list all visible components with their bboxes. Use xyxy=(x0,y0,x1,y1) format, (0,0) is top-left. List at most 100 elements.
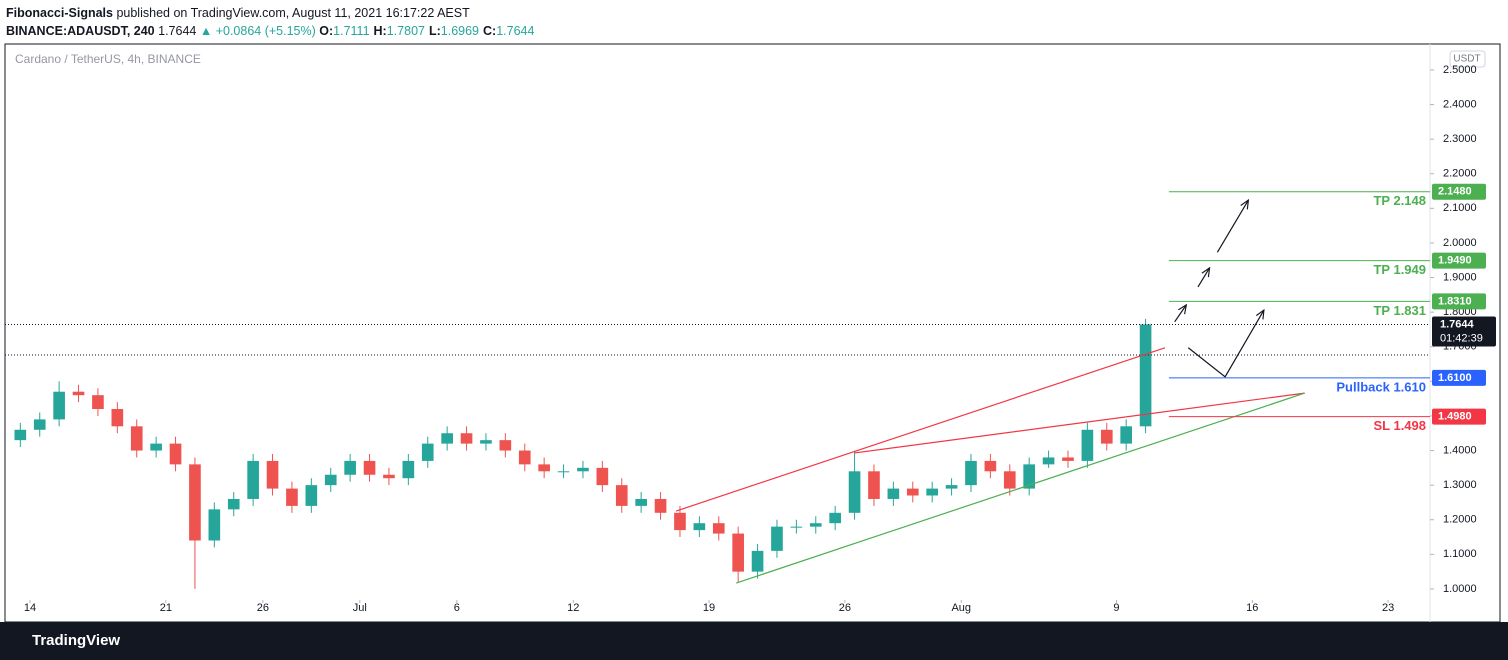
x-tick-label: Jul xyxy=(353,602,367,614)
y-tick-label: 1.4000 xyxy=(1443,444,1477,456)
candle-body xyxy=(790,526,803,528)
countdown: 01:42:39 xyxy=(1440,332,1483,344)
candle-body xyxy=(654,498,667,513)
drawing xyxy=(1187,310,1264,378)
level-tag xyxy=(1432,293,1486,310)
header: Fibonacci-Signals published on TradingVi… xyxy=(6,4,538,40)
x-tick-label: 14 xyxy=(24,602,36,614)
candle-body xyxy=(1062,457,1074,461)
ohlc-value: 1.7807 xyxy=(386,24,425,38)
candle-body xyxy=(1139,324,1152,427)
candle-body xyxy=(538,464,550,472)
candle-body xyxy=(1100,429,1113,444)
candle-body xyxy=(732,533,744,572)
x-tick-label: 12 xyxy=(567,602,579,614)
candle-body xyxy=(887,488,900,499)
level-tag-label: 1.6100 xyxy=(1438,372,1472,384)
candle-body xyxy=(615,485,628,506)
ohlc-value: 1.7111 xyxy=(333,24,370,38)
ohlc-key: O: xyxy=(319,24,334,38)
candle-body xyxy=(1023,464,1035,489)
candle-body xyxy=(965,460,977,486)
level-label: TP 2.148 xyxy=(1373,193,1426,208)
candle-body xyxy=(926,488,938,496)
candle-body xyxy=(499,440,512,451)
candle-body xyxy=(557,471,570,473)
ohlc-value: 1.7644 xyxy=(496,24,535,38)
candle-body xyxy=(1003,471,1016,489)
candle-body xyxy=(421,443,434,461)
candle-body xyxy=(441,433,453,444)
candle-body xyxy=(596,467,609,486)
candle-body xyxy=(829,512,841,524)
ohlc: O:1.7111 H:1.7807 L:1.6969 C:1.7644 xyxy=(319,24,538,38)
candle-body xyxy=(674,512,686,531)
candle-body xyxy=(868,471,880,499)
candle-body xyxy=(402,460,415,479)
chart-frame xyxy=(4,43,1501,622)
level-tag xyxy=(1432,369,1486,386)
candle-body xyxy=(53,391,65,420)
last-price: 1.7644 xyxy=(1440,318,1475,330)
published: published on TradingView.com, August 11,… xyxy=(116,6,470,20)
level-tag-label: 1.8310 xyxy=(1438,295,1472,307)
drawing xyxy=(854,392,1305,454)
ohlc-key: C: xyxy=(483,24,497,38)
level-label: Pullback 1.610 xyxy=(1336,379,1426,394)
candle-body xyxy=(111,409,124,427)
candle-body xyxy=(363,460,376,475)
x-tick-label: 9 xyxy=(1113,602,1119,614)
x-tick-label: 23 xyxy=(1382,602,1394,614)
candle-body xyxy=(266,460,279,489)
level-tag-label: 1.4980 xyxy=(1438,411,1472,423)
candle-body xyxy=(809,523,822,527)
candle-body xyxy=(906,488,919,496)
candle-body xyxy=(1120,426,1133,444)
candle-body xyxy=(208,509,221,541)
candle-body xyxy=(1081,429,1094,461)
candle-body xyxy=(33,419,46,430)
candle-body xyxy=(383,474,395,479)
y-tick-label: 1.2000 xyxy=(1443,514,1477,526)
candle-body xyxy=(751,550,764,572)
level-label: TP 1.949 xyxy=(1373,262,1426,277)
x-tick-label: 26 xyxy=(257,602,269,614)
x-tick-label: 16 xyxy=(1246,602,1258,614)
y-tick-label: 2.2000 xyxy=(1443,168,1477,180)
change: ▲ +0.0864 (+5.15%) xyxy=(199,24,316,38)
drawing xyxy=(1174,305,1187,323)
currency-box xyxy=(1449,50,1486,68)
candle-body xyxy=(945,485,958,489)
x-tick-label: 21 xyxy=(160,602,172,614)
candle-body xyxy=(712,523,725,534)
candle-body xyxy=(577,467,589,472)
candle-body xyxy=(480,440,492,444)
ohlc-value: 1.6969 xyxy=(440,24,480,38)
symbol-line: BINANCE:ADAUSDT, 240 1.7644 ▲ +0.0864 (+… xyxy=(6,22,538,40)
y-tick-label: 1.3000 xyxy=(1443,479,1477,491)
candle-body xyxy=(92,395,104,410)
candle-body xyxy=(344,460,356,475)
price: 1.7644 xyxy=(158,24,197,38)
currency: USDT xyxy=(1453,54,1480,65)
x-tick-label: 6 xyxy=(454,602,460,614)
candle-body xyxy=(130,426,143,451)
candle-body xyxy=(693,523,706,531)
x-tick-label: Aug xyxy=(951,602,971,614)
y-tick-label: 2.1000 xyxy=(1443,202,1477,214)
x-tick-label: 26 xyxy=(839,602,851,614)
candle-body xyxy=(518,450,531,465)
y-tick-label: 2.3000 xyxy=(1443,133,1477,145)
publisher: Fibonacci-Signals xyxy=(6,6,113,20)
candle-body xyxy=(72,391,85,396)
y-tick-label: 2.5000 xyxy=(1443,64,1477,76)
candle-body xyxy=(247,460,259,499)
symbol: BINANCE:ADAUSDT, 240 xyxy=(6,24,155,38)
publish-line: Fibonacci-Signals published on TradingVi… xyxy=(6,4,538,22)
level-tag xyxy=(1432,252,1486,269)
chart: Cardano / TetherUS, 4h, BINANCE USDT 1.0… xyxy=(4,43,1501,622)
level-tag xyxy=(1432,183,1486,200)
drawing xyxy=(1216,200,1248,253)
candle-body xyxy=(771,526,783,551)
